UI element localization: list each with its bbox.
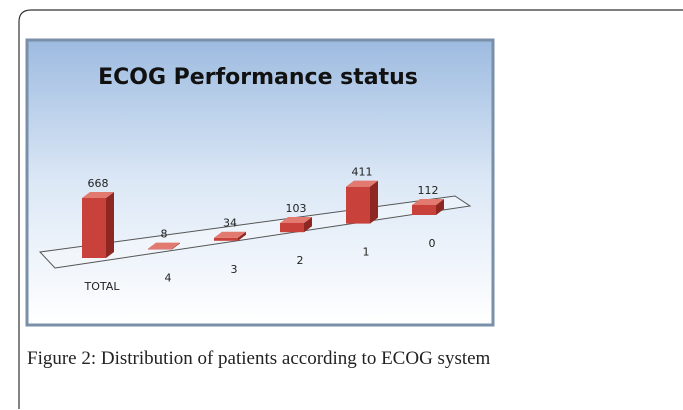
bar — [148, 242, 180, 250]
bar-front — [82, 198, 106, 258]
bar-top — [214, 231, 246, 238]
bar-side — [172, 242, 180, 250]
chart-title: ECOG Performance status — [98, 65, 418, 90]
bar — [346, 180, 378, 224]
bar — [280, 216, 312, 233]
caption: Figure 2: Distribution of patients accor… — [27, 348, 491, 369]
figure-frame — [18, 9, 683, 409]
bar-top — [346, 180, 378, 187]
value-label: 34 — [223, 217, 237, 230]
bar-front — [148, 248, 172, 250]
bar-front — [412, 204, 436, 215]
bar-side — [304, 216, 312, 233]
bar-front — [280, 222, 304, 233]
chart-panel — [25, 38, 495, 327]
x-tick-label: 4 — [165, 271, 172, 284]
x-tick-label: 3 — [231, 263, 238, 276]
bar-front — [214, 237, 238, 241]
value-label: 103 — [286, 202, 307, 215]
x-tick-label: TOTAL — [84, 280, 121, 293]
bar-top — [412, 198, 444, 205]
x-tick-label: 1 — [363, 246, 370, 259]
bar-top — [280, 216, 312, 223]
value-label: 668 — [88, 177, 109, 190]
value-label: 112 — [418, 184, 439, 197]
value-label: 8 — [161, 228, 168, 241]
value-label: 411 — [352, 166, 373, 179]
bar-side — [436, 198, 444, 215]
bar-top — [148, 242, 180, 249]
bar — [82, 192, 114, 258]
bar — [214, 231, 246, 241]
bar-side — [106, 192, 114, 258]
x-tick-label: 0 — [429, 237, 436, 250]
bar — [412, 198, 444, 215]
x-tick-label: 2 — [297, 254, 304, 267]
bar-side — [238, 231, 246, 241]
bar-top — [82, 192, 114, 198]
bar-front — [346, 186, 370, 224]
bar-side — [370, 180, 378, 224]
